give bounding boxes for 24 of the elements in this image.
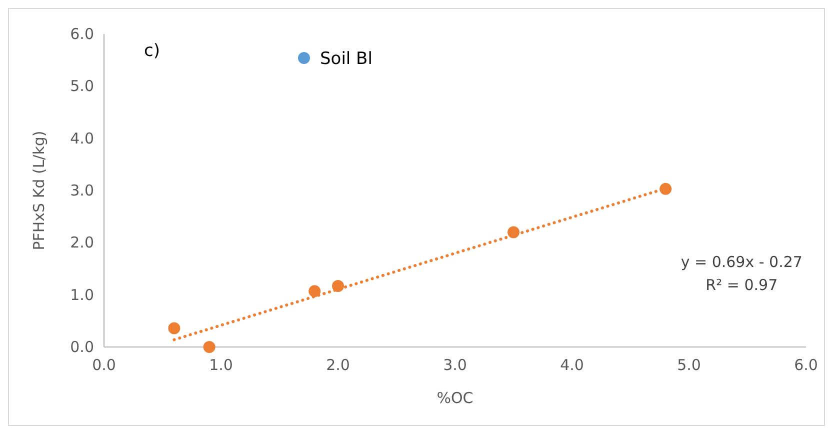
x-tick-label: 3.0 [443, 356, 467, 374]
y-tick-label: 5.0 [70, 77, 94, 96]
y-axis-title: PFHxS Kd (L/kg) [30, 130, 48, 250]
point [203, 341, 216, 353]
y-tick-label: 3.0 [70, 182, 94, 200]
point [308, 285, 321, 298]
x-axis-title: %OC [436, 389, 474, 407]
y-tick-label: 4.0 [70, 129, 94, 148]
legend-label: Soil Bl [320, 49, 372, 69]
y-tick-label: 2.0 [70, 234, 94, 252]
y-tick-label: 1.0 [70, 286, 94, 304]
annotation: R² = 0.97 [706, 276, 778, 294]
point [168, 322, 180, 334]
y-tick-label: 0.0 [70, 338, 94, 356]
x-tick-label: 6.0 [794, 356, 818, 374]
x-tick-label: 4.0 [560, 356, 584, 374]
annotation: y = 0.69x - 0.27 [680, 253, 802, 272]
x-tick-label: 5.0 [677, 356, 701, 374]
x-tick-label: 2.0 [326, 356, 350, 374]
point [660, 182, 672, 195]
annotation: c) [144, 41, 160, 61]
y-tick-label: 6.0 [70, 25, 94, 43]
x-tick-label: 1.0 [209, 356, 233, 374]
x-tick-label: 0.0 [92, 356, 116, 374]
